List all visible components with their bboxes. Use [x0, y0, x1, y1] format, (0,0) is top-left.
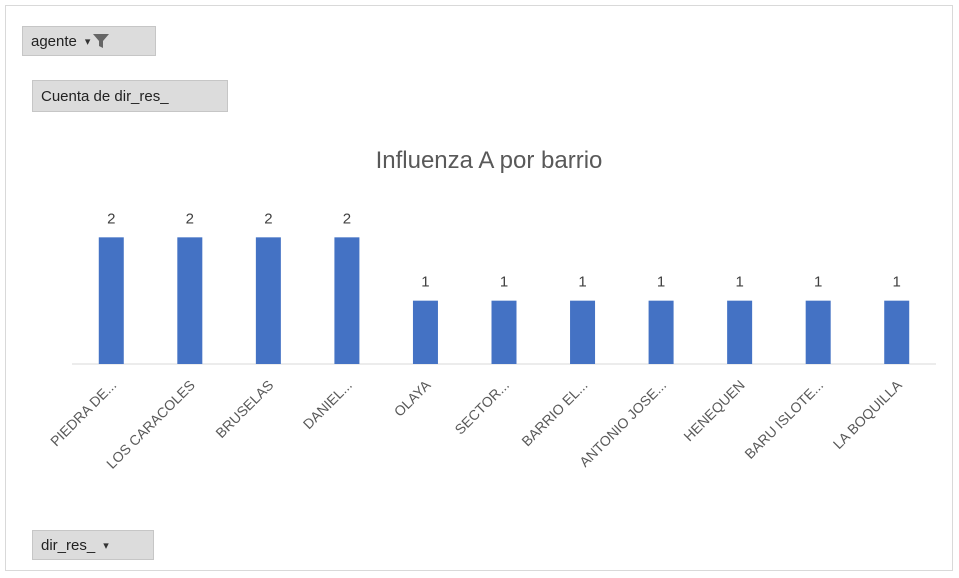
values-field-button[interactable]: Cuenta de dir_res_	[32, 80, 228, 112]
axis-field-label: dir_res_	[41, 536, 96, 554]
x-tick-label-1: LOS CARACOLES	[103, 377, 198, 472]
x-tick-label-6: BARRIO EL...	[518, 377, 590, 449]
x-tick-label-7: ANTONIO JOSE...	[576, 377, 669, 470]
x-tick-label-10: LA BOQUILLA	[830, 376, 906, 452]
bar-3[interactable]	[334, 237, 360, 364]
x-tick-label-4: OLAYA	[391, 376, 434, 419]
bar-2[interactable]	[255, 237, 281, 364]
data-label-5: 1	[500, 274, 508, 291]
bar-7[interactable]	[648, 300, 674, 364]
data-label-7: 1	[657, 274, 665, 291]
x-tick-label-3: DANIEL...	[300, 377, 355, 432]
data-label-9: 1	[814, 274, 822, 291]
x-tick-label-9: BARU ISLOTE...	[741, 377, 826, 462]
bar-10[interactable]	[884, 300, 910, 364]
bar-6[interactable]	[570, 300, 596, 364]
dropdown-arrow-icon: ▾	[84, 35, 91, 48]
data-label-8: 1	[735, 274, 743, 291]
x-tick-label-8: HENEQUEN	[680, 377, 747, 444]
filter-funnel-icon	[93, 34, 110, 48]
data-label-1: 2	[186, 210, 194, 227]
axis-field-button[interactable]: dir_res_ ▾	[32, 530, 154, 560]
x-tick-label-5: SECTOR...	[451, 377, 512, 438]
data-label-0: 2	[107, 210, 115, 227]
bar-4[interactable]	[412, 300, 438, 364]
x-tick-label-0: PIEDRA DE...	[47, 377, 119, 449]
bar-1[interactable]	[177, 237, 203, 364]
bar-8[interactable]	[727, 300, 753, 364]
agente-filter-label: agente	[31, 32, 77, 50]
data-label-6: 1	[578, 274, 586, 291]
data-label-2: 2	[264, 210, 272, 227]
chart-title: Influenza A por barrio	[376, 147, 603, 174]
data-label-10: 1	[893, 274, 901, 291]
data-label-3: 2	[343, 210, 351, 227]
bar-0[interactable]	[98, 237, 124, 364]
bar-5[interactable]	[491, 300, 517, 364]
values-field-label: Cuenta de dir_res_	[41, 87, 169, 105]
x-tick-label-2: BRUSELAS	[212, 377, 276, 441]
data-label-4: 1	[421, 274, 429, 291]
bar-9[interactable]	[805, 300, 831, 364]
agente-filter-button[interactable]: agente ▾	[22, 26, 156, 56]
dropdown-arrow-icon: ▾	[103, 539, 109, 552]
